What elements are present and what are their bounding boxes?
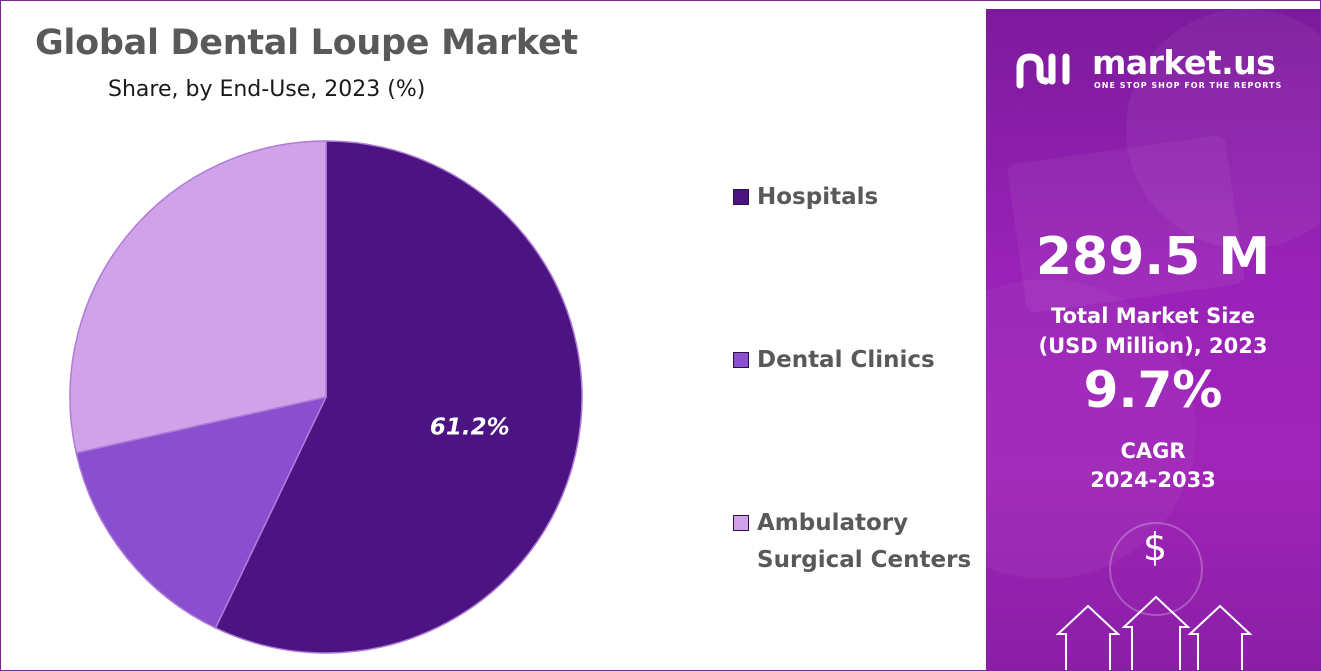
brand-name: market.us — [1092, 43, 1276, 82]
pie-data-label-hospitals: 61.2% — [430, 414, 510, 440]
up-arrow-icon — [1055, 595, 1253, 670]
pie-chart: 61.2% — [69, 140, 583, 654]
chart-area: Global Dental Loupe Market Share, by End… — [1, 1, 985, 668]
market-us-logo-icon — [1016, 53, 1070, 89]
pie-slice-ambulatory-surgical-centers — [69, 140, 327, 454]
legend-swatch-ambulatory — [733, 515, 749, 531]
legend-label-ambulatory-line1: Ambulatory — [757, 510, 909, 536]
legend-swatch-dental-clinics — [733, 352, 749, 368]
legend-label-hospitals: Hospitals — [757, 184, 879, 210]
legend-label-ambulatory-line2: Surgical Centers — [757, 547, 972, 573]
chart-subtitle: Share, by End-Use, 2023 (%) — [108, 77, 426, 102]
stats-panel: market.us ONE STOP SHOP FOR THE REPORTS … — [986, 9, 1320, 670]
brand-block: market.us ONE STOP SHOP FOR THE REPORTS — [1016, 43, 1296, 107]
pie-slice-dental-clinics — [75, 395, 328, 629]
dollar-icon: $ — [1143, 525, 1168, 569]
chart-title: Global Dental Loupe Market — [35, 23, 578, 63]
legend-swatch-hospitals — [733, 189, 749, 205]
panel-background-decor — [986, 9, 1320, 670]
market-size-value: 289.5 M — [1035, 227, 1271, 287]
market-size-label-line2: (USD Million), 2023 — [1038, 334, 1268, 358]
cagr-label-line1: CAGR — [1120, 439, 1186, 463]
cagr-value: 9.7% — [1083, 361, 1223, 419]
coin-outline-icon — [1109, 522, 1203, 616]
cagr-label-line2: 2024-2033 — [1090, 468, 1216, 492]
brand-tagline: ONE STOP SHOP FOR THE REPORTS — [1094, 81, 1283, 90]
legend-label-dental-clinics: Dental Clinics — [757, 347, 935, 373]
market-size-label-line1: Total Market Size — [1051, 304, 1255, 328]
pie-slice-hospitals — [214, 140, 583, 654]
